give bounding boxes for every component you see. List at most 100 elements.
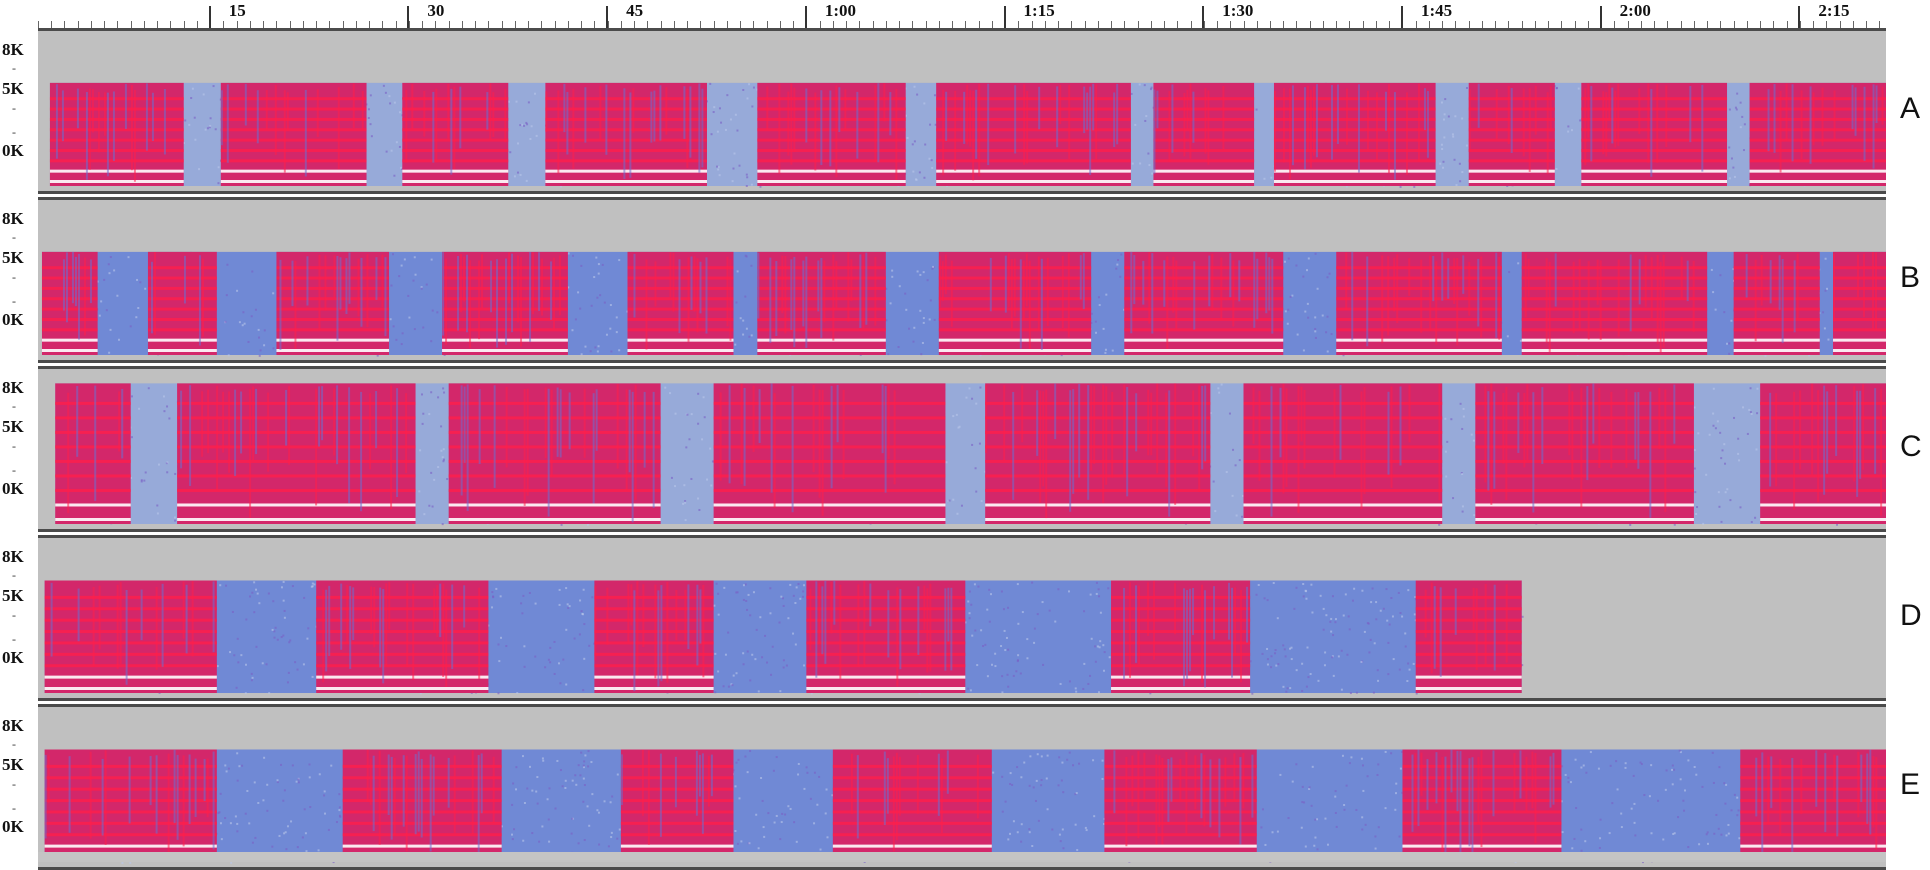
noise-speckle xyxy=(1356,692,1358,694)
spectrogram-view[interactable] xyxy=(38,28,1886,194)
spectral-column xyxy=(741,384,743,485)
harmonic-band xyxy=(148,349,217,352)
spectral-column xyxy=(1600,260,1602,339)
noise-speckle xyxy=(324,790,326,792)
ruler-minor-tick xyxy=(568,21,569,28)
spectral-column xyxy=(642,584,644,647)
noise-speckle xyxy=(919,171,921,173)
noise-speckle xyxy=(245,618,247,620)
harmonic-band xyxy=(177,416,415,419)
noise-speckle xyxy=(1720,457,1722,459)
spectral-column xyxy=(1056,86,1058,147)
spectral-column xyxy=(457,256,459,331)
harmonic-band xyxy=(1833,318,1886,321)
spectral-column xyxy=(346,585,348,644)
ruler-minor-tick xyxy=(369,21,370,28)
noise-speckle xyxy=(386,151,388,153)
spectrogram-view[interactable] xyxy=(38,704,1886,870)
ruler-major-tick xyxy=(1004,6,1006,28)
ruler-minor-tick xyxy=(1561,21,1562,28)
spectral-column xyxy=(720,392,722,480)
noise-speckle xyxy=(313,583,315,585)
ruler-minor-tick xyxy=(912,21,913,28)
ruler-minor-tick xyxy=(1270,21,1271,28)
spectral-column xyxy=(1550,86,1552,131)
sound-segment xyxy=(757,83,905,186)
ruler-minor-tick xyxy=(555,21,556,28)
spectral-column xyxy=(113,91,115,160)
spectrogram-view[interactable] xyxy=(38,535,1886,701)
spectral-column xyxy=(766,87,768,130)
noise-speckle xyxy=(761,656,763,658)
harmonic-band xyxy=(757,349,885,352)
noise-speckle xyxy=(949,500,951,502)
noise-speckle xyxy=(1473,440,1475,442)
harmonic-band xyxy=(1833,339,1886,342)
noise-speckle xyxy=(174,520,176,522)
spectral-column xyxy=(874,85,876,161)
spectral-column xyxy=(1156,91,1158,129)
spectral-column xyxy=(1810,86,1812,163)
noise-speckle xyxy=(710,484,712,486)
spectral-column xyxy=(333,388,335,455)
spectral-column xyxy=(1494,585,1496,671)
spectral-column xyxy=(1222,86,1224,150)
noise-speckle xyxy=(753,591,755,593)
frequency-minor-tick: - xyxy=(12,231,16,243)
noise-speckle xyxy=(217,665,219,667)
harmonic-band xyxy=(1274,170,1436,173)
spectral-column xyxy=(706,257,708,333)
noise-speckle xyxy=(1520,340,1522,342)
noise-speckle xyxy=(956,513,958,515)
noise-speckle xyxy=(927,279,929,281)
noise-speckle xyxy=(531,125,533,127)
ruler-minor-tick xyxy=(1522,21,1523,28)
noise-speckle xyxy=(1737,438,1739,440)
frequency-label: 8K xyxy=(2,210,24,228)
spectral-column xyxy=(1367,91,1369,150)
spectral-column xyxy=(1172,257,1174,313)
spectral-column xyxy=(99,586,101,650)
noise-speckle xyxy=(580,265,582,267)
noise-speckle xyxy=(577,291,579,293)
spectral-column xyxy=(666,582,668,683)
noise-speckle xyxy=(268,592,270,594)
spectrogram-view[interactable] xyxy=(38,366,1886,532)
noise-speckle xyxy=(1454,115,1456,117)
spectrogram-view[interactable] xyxy=(38,197,1886,363)
noise-speckle xyxy=(1400,186,1402,188)
spectral-column xyxy=(1880,389,1882,516)
noise-speckle xyxy=(1046,778,1048,780)
frequency-axis: 8K-5K--0K xyxy=(0,535,38,701)
ruler-major-tick xyxy=(1798,6,1800,28)
ruler-minor-tick xyxy=(356,21,357,28)
noise-speckle xyxy=(525,122,527,124)
noise-speckle xyxy=(714,691,716,693)
spectral-column xyxy=(1135,585,1137,663)
spectral-column xyxy=(1201,386,1203,469)
spectral-column xyxy=(325,590,327,672)
spectral-column xyxy=(1271,386,1273,516)
noise-speckle xyxy=(754,658,756,660)
noise-speckle xyxy=(194,117,196,119)
spectral-column xyxy=(1429,256,1431,331)
ruler-minor-tick xyxy=(422,21,423,28)
spectral-column xyxy=(1021,385,1023,442)
spectral-column xyxy=(1038,256,1040,330)
spectral-column xyxy=(201,391,203,456)
noise-speckle xyxy=(723,685,725,687)
spectral-column xyxy=(877,83,879,162)
harmonic-band xyxy=(45,630,217,633)
spectral-column xyxy=(184,256,186,304)
spectral-column xyxy=(56,84,58,159)
noise-speckle xyxy=(128,256,130,258)
noise-speckle xyxy=(684,502,686,504)
noise-speckle xyxy=(1314,330,1316,332)
spectral-column xyxy=(1487,391,1489,490)
